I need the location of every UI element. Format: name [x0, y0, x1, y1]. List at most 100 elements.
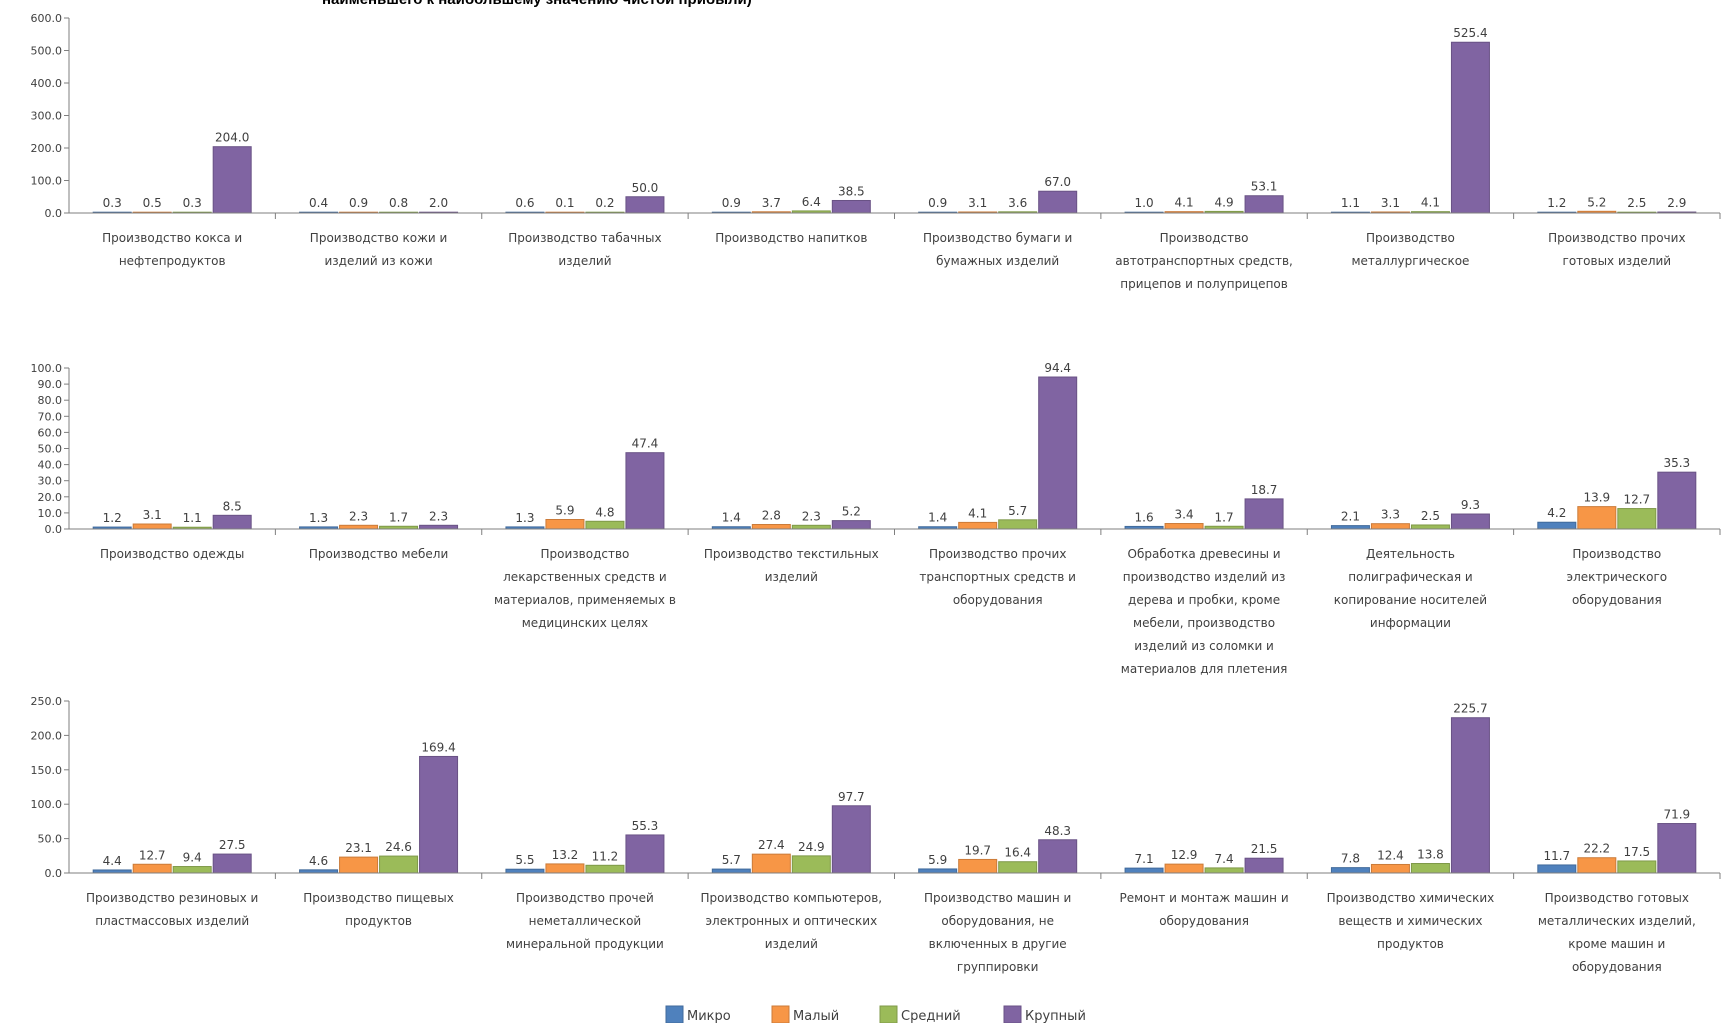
- data-label: 2.1: [1341, 510, 1360, 524]
- data-label: 5.7: [722, 853, 741, 867]
- data-label: 94.4: [1044, 361, 1071, 375]
- data-label: 225.7: [1453, 702, 1487, 716]
- data-label: 204.0: [215, 131, 249, 145]
- y-tick-label: 250.0: [31, 695, 63, 708]
- y-tick-label: 0.0: [45, 523, 63, 536]
- bar-1-3-4: [625, 196, 665, 214]
- data-label: 21.5: [1251, 842, 1278, 856]
- legend-entry: Крупный: [1025, 1009, 1086, 1023]
- data-label: 0.6: [515, 196, 534, 210]
- data-label: 27.4: [758, 838, 785, 852]
- y-tick-label: 40.0: [38, 459, 63, 472]
- data-label: 5.9: [928, 853, 947, 867]
- y-tick-label: 300.0: [31, 110, 63, 123]
- data-label: 2.9: [1667, 196, 1686, 210]
- data-label: 0.9: [928, 196, 947, 210]
- data-label: 5.2: [1587, 195, 1606, 209]
- y-tick-label: 200.0: [31, 142, 63, 155]
- bar-3-4-2: [751, 853, 791, 874]
- data-label: 11.7: [1543, 849, 1570, 863]
- bar-2-5-3: [998, 519, 1038, 530]
- data-label: 12.4: [1377, 848, 1404, 862]
- y-tick-label: 200.0: [31, 729, 63, 742]
- data-label: 0.1: [555, 196, 574, 210]
- bar-3-5-2: [958, 858, 998, 874]
- data-label: 0.9: [349, 196, 368, 210]
- bar-2-7-1: [1330, 525, 1370, 530]
- legend-swatch: [879, 1005, 898, 1023]
- category-label: Производство прочих транспортных средств …: [919, 547, 1076, 607]
- data-label: 53.1: [1251, 180, 1278, 194]
- data-label: 35.3: [1663, 456, 1690, 470]
- data-label: 0.8: [389, 196, 408, 210]
- category-label: Производство резиновых и пластмассовых из…: [86, 891, 258, 928]
- data-label: 4.1: [968, 506, 987, 520]
- bar-3-3-4: [625, 834, 665, 874]
- data-label: 24.9: [798, 840, 825, 854]
- y-tick-label: 600.0: [31, 12, 63, 25]
- data-label: 4.2: [1547, 506, 1566, 520]
- bar-3-7-3: [1410, 863, 1450, 874]
- data-label: 1.1: [183, 511, 202, 525]
- data-label: 0.3: [103, 196, 122, 210]
- data-label: 4.4: [103, 854, 122, 868]
- bar-3-1-2: [132, 863, 172, 874]
- data-label: 12.9: [1171, 848, 1198, 862]
- y-tick-label: 150.0: [31, 764, 63, 777]
- bar-3-5-1: [918, 868, 958, 874]
- data-label: 2.3: [429, 509, 448, 523]
- data-label: 2.3: [802, 509, 821, 523]
- data-label: 1.2: [1547, 196, 1566, 210]
- y-tick-label: 90.0: [38, 378, 63, 391]
- data-label: 169.4: [421, 740, 455, 754]
- data-label: 2.0: [429, 196, 448, 210]
- bar-2-3-3: [585, 520, 625, 530]
- data-label: 7.4: [1215, 852, 1234, 866]
- bar-3-4-4: [831, 805, 871, 874]
- data-label: 97.7: [838, 790, 865, 804]
- category-label: Производство одежды: [100, 547, 244, 561]
- data-label: 24.6: [385, 840, 412, 854]
- data-label: 12.7: [139, 848, 166, 862]
- data-label: 0.2: [595, 196, 614, 210]
- bar-2-8-1: [1537, 521, 1577, 530]
- bar-3-1-3: [172, 866, 212, 874]
- y-tick-label: 100.0: [31, 362, 63, 375]
- chart-panel-3: 0.0 50.0 100.0 150.0 200.0 250.0 4.4 12.7 9.4 27.…: [31, 695, 1721, 974]
- bar-3-7-2: [1370, 863, 1410, 874]
- data-label: 17.5: [1623, 845, 1650, 859]
- y-tick-label: 100.0: [31, 798, 63, 811]
- data-label: 8.5: [223, 499, 242, 513]
- y-tick-label: 80.0: [38, 394, 63, 407]
- category-label: Производство табачных изделий: [508, 231, 661, 268]
- legend-swatch: [665, 1005, 684, 1023]
- bar-3-2-4: [419, 755, 459, 874]
- data-label: 0.9: [722, 196, 741, 210]
- y-tick-label: 20.0: [38, 491, 63, 504]
- category-label: Производство мебели: [309, 547, 448, 561]
- bar-2-7-4: [1450, 513, 1490, 530]
- category-label: Деятельность полиграфическая и копирование…: [1334, 547, 1487, 630]
- bar-3-6-1: [1124, 867, 1164, 874]
- data-label: 9.3: [1461, 498, 1480, 512]
- data-label: 1.4: [928, 511, 947, 525]
- category-label: Производство бумаги и бумажных изделий: [923, 231, 1072, 268]
- data-label: 3.1: [143, 508, 162, 522]
- y-tick-label: 60.0: [38, 426, 63, 439]
- bar-3-2-3: [379, 855, 419, 874]
- data-label: 2.5: [1421, 509, 1440, 523]
- bar-2-7-3: [1410, 524, 1450, 530]
- bar-2-3-4: [625, 452, 665, 530]
- bar-2-4-2: [751, 523, 791, 530]
- data-label: 71.9: [1663, 808, 1690, 822]
- bar-3-2-2: [339, 856, 379, 874]
- data-label: 13.8: [1417, 848, 1444, 862]
- data-label: 1.4: [722, 511, 741, 525]
- bar-2-1-4: [212, 514, 252, 530]
- bar-2-2-2: [339, 524, 379, 530]
- legend-swatch: [771, 1005, 790, 1023]
- data-label: 0.4: [309, 196, 328, 210]
- y-tick-label: 10.0: [38, 507, 63, 520]
- data-label: 1.7: [1215, 510, 1234, 524]
- legend-entry: Микро: [687, 1009, 731, 1023]
